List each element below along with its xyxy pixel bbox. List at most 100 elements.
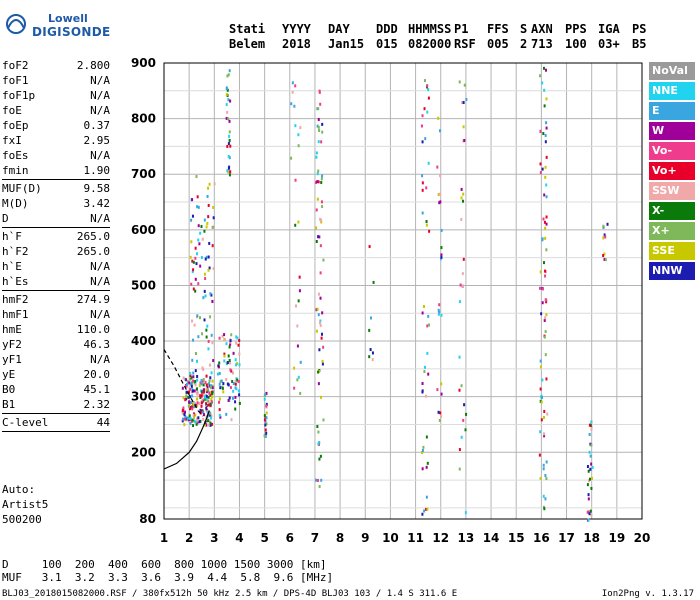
echo-point <box>192 268 195 272</box>
echo-point <box>196 252 199 256</box>
echo-point <box>317 125 320 129</box>
echo-point <box>227 354 230 358</box>
echo-point <box>586 465 589 469</box>
echo-point <box>192 379 195 383</box>
echo-point <box>216 372 219 376</box>
echo-point <box>232 351 235 355</box>
param-value: 265.0 <box>76 230 110 243</box>
echo-point <box>368 328 371 332</box>
echo-point <box>317 370 320 374</box>
echo-point <box>202 410 205 414</box>
echo-point <box>321 174 324 178</box>
echo-point <box>194 256 197 260</box>
echo-point <box>321 130 324 134</box>
echo-point <box>191 198 194 202</box>
echo-point <box>228 358 231 362</box>
param-row: foE N/A <box>2 103 110 118</box>
echo-point <box>197 238 200 242</box>
echo-point <box>368 355 371 359</box>
echo-point <box>186 416 189 420</box>
param-label: C-level <box>2 416 49 429</box>
auto-line: Auto: <box>2 483 36 496</box>
echo-point <box>226 74 229 78</box>
x-tick-label: 19 <box>608 531 625 545</box>
param-row: fmin 1.90 <box>2 163 110 178</box>
echo-point <box>589 509 592 513</box>
echo-point <box>264 434 267 438</box>
echo-point <box>234 395 237 399</box>
x-tick-label: 9 <box>361 531 369 545</box>
echo-point <box>437 312 440 316</box>
echo-point <box>588 512 591 516</box>
echo-point <box>539 162 542 166</box>
echo-point <box>320 478 323 482</box>
echo-point <box>603 233 606 237</box>
echo-point <box>205 408 208 412</box>
echo-point <box>428 229 431 233</box>
echo-point <box>205 388 208 392</box>
echo-point <box>192 287 195 291</box>
echo-point <box>543 409 546 413</box>
echo-point <box>191 387 194 391</box>
param-label: h`Es <box>2 275 29 288</box>
echo-point <box>368 245 371 249</box>
x-tick-label: 10 <box>382 531 399 545</box>
echo-point <box>200 255 203 259</box>
echo-point <box>436 165 439 169</box>
echo-point <box>223 352 226 356</box>
echo-point <box>542 432 545 436</box>
header-label: IGA <box>598 22 620 36</box>
echo-point <box>200 394 203 398</box>
echo-point <box>459 283 462 287</box>
param-row: M(D) 3.42 <box>2 196 110 211</box>
param-value: 0.37 <box>83 119 111 132</box>
echo-point <box>544 133 547 137</box>
echo-point <box>315 226 318 230</box>
echo-point <box>544 474 547 478</box>
echo-point <box>539 171 542 175</box>
echo-point <box>192 375 195 379</box>
echo-point <box>203 398 206 402</box>
echo-point <box>198 402 201 406</box>
echo-point <box>462 125 465 129</box>
echo-point <box>189 255 192 259</box>
echo-point <box>209 315 212 319</box>
echo-point <box>213 182 216 186</box>
echo-point <box>222 390 225 394</box>
header-label: FFS <box>487 22 509 36</box>
muf-row: MUF 3.1 3.2 3.3 3.6 3.9 4.4 5.8 9.6 [MHz… <box>2 571 334 584</box>
legend-entry: X- <box>649 202 695 220</box>
echo-point <box>190 382 193 386</box>
echo-point <box>545 222 548 226</box>
echo-point <box>231 396 234 400</box>
echo-point <box>545 460 548 464</box>
param-row: yF2 46.3 <box>2 337 110 352</box>
echo-point <box>427 88 430 92</box>
echo-point <box>543 220 546 224</box>
echo-point <box>604 235 607 239</box>
echo-point <box>208 379 211 383</box>
x-tick-label: 6 <box>286 531 294 545</box>
legend-entry: NNW <box>649 262 695 280</box>
echo-point <box>421 174 424 178</box>
echo-point <box>265 431 268 435</box>
param-row: MUF(D) 9.58 <box>2 181 110 196</box>
echo-point <box>234 382 237 386</box>
echo-point <box>202 393 205 397</box>
echo-point <box>207 419 210 423</box>
echo-point <box>228 119 231 123</box>
echo-point <box>186 380 189 384</box>
echo-point <box>319 319 322 323</box>
echo-point <box>195 422 198 426</box>
echo-point <box>212 359 215 363</box>
echo-point <box>458 300 461 304</box>
echo-point <box>201 379 204 383</box>
echo-point <box>197 416 200 420</box>
echo-point <box>211 244 214 248</box>
echo-point <box>320 177 323 181</box>
echo-point <box>203 395 206 399</box>
echo-point <box>541 81 544 85</box>
echo-point <box>265 411 268 415</box>
echo-point <box>265 416 268 420</box>
echo-point <box>227 170 230 174</box>
